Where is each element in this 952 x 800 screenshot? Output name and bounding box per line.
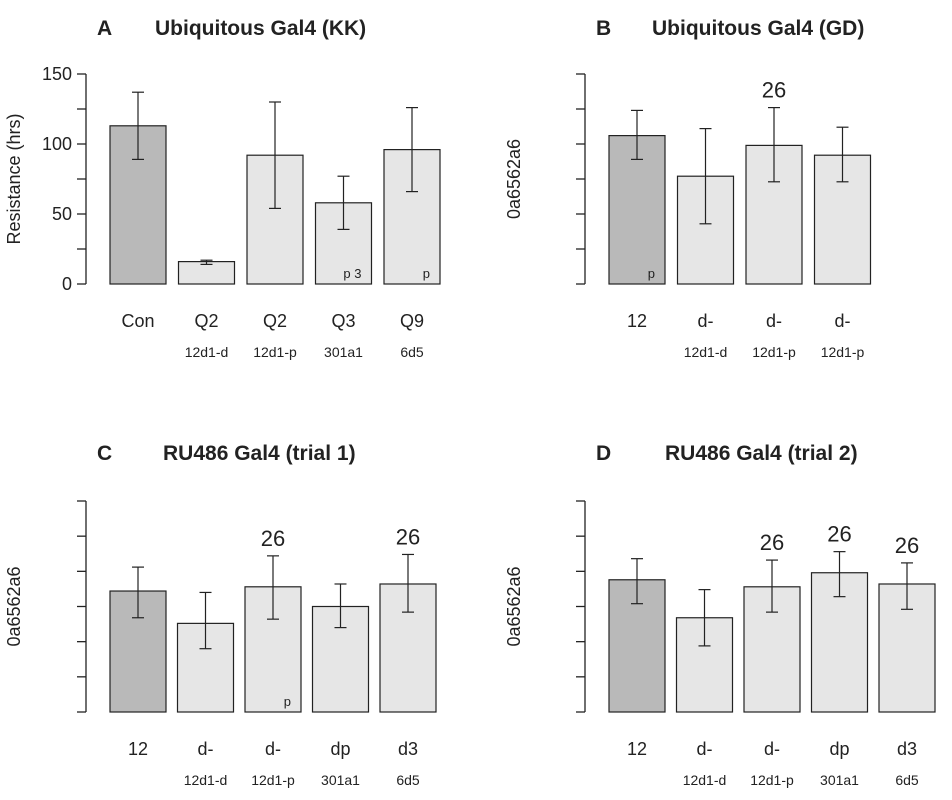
panel-label: A <box>97 17 112 40</box>
category-sublabel: 12d1-d <box>185 344 229 360</box>
y-axis-label: 0a6562a6 <box>504 139 524 219</box>
category-sublabel: 12d1-p <box>253 344 297 360</box>
significance-label: 26 <box>760 530 784 555</box>
significance-label: 26 <box>895 533 919 558</box>
category-label: Con <box>121 311 154 331</box>
category-sublabel: 6d5 <box>400 344 424 360</box>
chart-title: Ubiquitous Gal4 (GD) <box>652 17 864 40</box>
y-tick-label: 50 <box>52 204 72 224</box>
panel-b: B Ubiquitous Gal4 (GD) 0a6562a6 12 d- 12d1-d d… <box>504 17 872 360</box>
category-label: dp <box>829 739 849 759</box>
category-label: d- <box>766 311 782 331</box>
bar <box>608 135 666 285</box>
significance-label: 26 <box>762 78 786 103</box>
y-axis-label: 0a6562a6 <box>504 566 524 646</box>
category-label: 12 <box>627 739 647 759</box>
category-label: d- <box>265 739 281 759</box>
category-label: d3 <box>897 739 917 759</box>
category-sublabel: 12d1-p <box>251 772 295 788</box>
category-label: Q2 <box>194 311 218 331</box>
category-label: 12 <box>627 311 647 331</box>
chart-title: RU486 Gal4 (trial 2) <box>665 442 858 465</box>
category-label: d- <box>696 739 712 759</box>
category-label: d- <box>697 311 713 331</box>
chart-title: RU486 Gal4 (trial 1) <box>163 442 356 465</box>
category-sublabel: 12d1-p <box>750 772 794 788</box>
category-sublabel: 6d5 <box>895 772 919 788</box>
category-sublabel: 301a1 <box>321 772 360 788</box>
category-sublabel: 6d5 <box>396 772 420 788</box>
chart-title: Ubiquitous Gal4 (KK) <box>155 17 366 40</box>
bar-annotation: p 3 <box>343 266 361 281</box>
category-label: Q2 <box>263 311 287 331</box>
category-label: d3 <box>398 739 418 759</box>
significance-label: 26 <box>396 524 420 549</box>
category-label: 12 <box>128 739 148 759</box>
bar-annotation: p <box>423 266 430 281</box>
category-sublabel: 301a1 <box>324 344 363 360</box>
panel-label: B <box>596 17 611 40</box>
category-sublabel: 12d1-d <box>684 344 728 360</box>
panel-label: D <box>596 442 611 465</box>
category-label: d- <box>834 311 850 331</box>
category-label: d- <box>764 739 780 759</box>
category-sublabel: 12d1-d <box>683 772 727 788</box>
panel-a: A Ubiquitous Gal4 (KK) 0 50 100 150 Resistance… <box>4 17 441 360</box>
y-axis-label: 0a6562a6 <box>4 566 24 646</box>
y-tick-label: 100 <box>42 134 72 154</box>
panel-label: C <box>97 442 112 465</box>
bar-annotation: p <box>284 694 291 709</box>
category-label: d- <box>197 739 213 759</box>
panel-d: D RU486 Gal4 (trial 2) 0a6562a6 12 d- 12d1-d d… <box>504 442 936 788</box>
significance-label: 26 <box>261 526 285 551</box>
y-axis-label: Resistance (hrs) <box>4 113 24 244</box>
category-sublabel: 12d1-p <box>752 344 796 360</box>
category-sublabel: 301a1 <box>820 772 859 788</box>
significance-label: 26 <box>827 522 851 547</box>
category-label: Q9 <box>400 311 424 331</box>
category-label: Q3 <box>331 311 355 331</box>
y-tick-label: 0 <box>62 274 72 294</box>
bar-annotation: p <box>648 266 655 281</box>
category-label: dp <box>330 739 350 759</box>
category-sublabel: 12d1-p <box>821 344 865 360</box>
panel-c: C RU486 Gal4 (trial 1) 0a6562a6 12 d- 12d1-d d… <box>4 442 437 788</box>
y-tick-label: 150 <box>42 64 72 84</box>
category-sublabel: 12d1-d <box>184 772 228 788</box>
